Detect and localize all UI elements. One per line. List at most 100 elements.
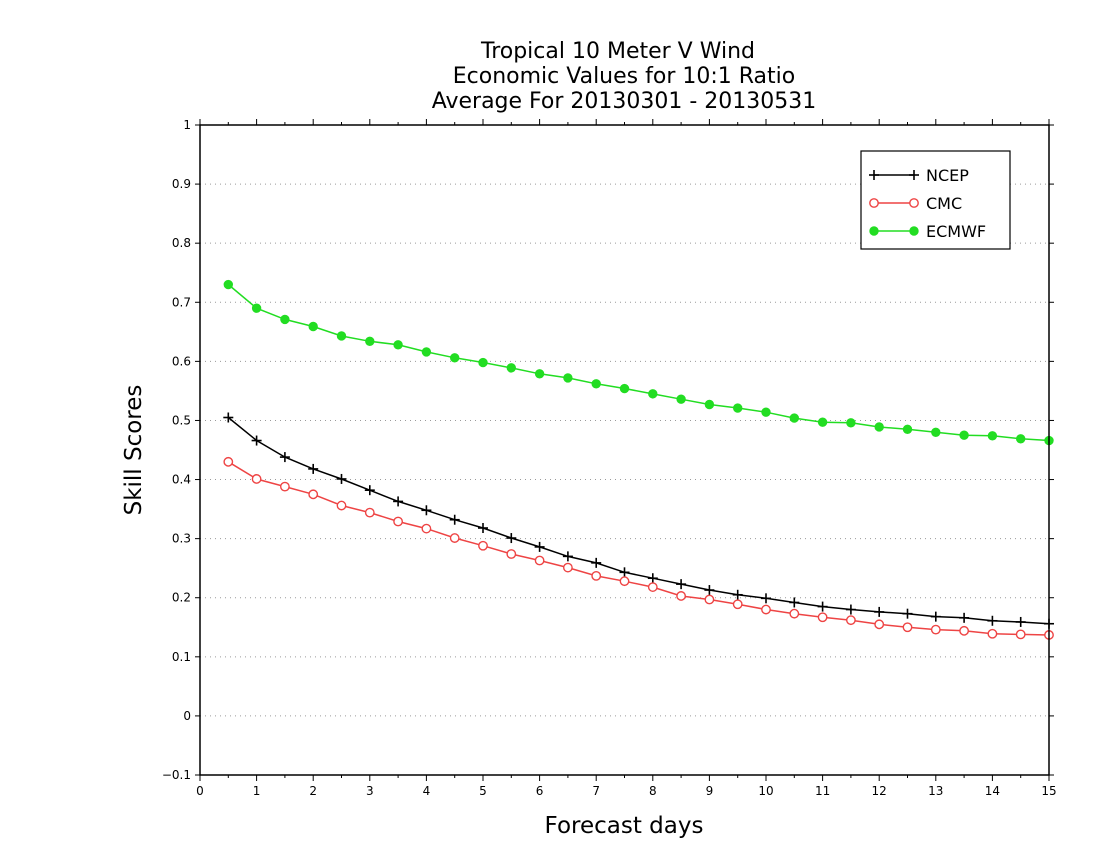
data-point	[450, 353, 460, 363]
data-point	[704, 594, 715, 605]
data-point	[308, 463, 319, 474]
data-point	[279, 452, 290, 463]
data-point	[223, 279, 234, 290]
x-tick-label: 0	[196, 784, 204, 798]
data-point	[280, 314, 290, 325]
x-tick-label: 3	[366, 784, 374, 798]
data-point	[845, 604, 856, 615]
legend-label: ECMWF	[926, 222, 986, 241]
x-tick-label: 1	[253, 784, 261, 798]
y-tick-label: 0	[183, 709, 191, 723]
x-tick-label: 2	[309, 784, 317, 798]
data-point	[449, 514, 460, 525]
legend-box	[860, 150, 1011, 250]
x-tick-label: 10	[758, 784, 773, 798]
data-point	[930, 611, 941, 622]
y-tick-label: −0.1	[162, 768, 191, 782]
y-tick-label: 0.6	[172, 354, 191, 368]
data-point	[987, 431, 998, 441]
title-line-1: Tropical 10 Meter V Wind	[480, 39, 755, 64]
data-point	[732, 599, 743, 610]
data-point	[1015, 616, 1026, 627]
data-point	[817, 601, 828, 612]
series-cmc	[223, 456, 1054, 640]
series-line	[227, 461, 1050, 636]
data-point	[619, 576, 630, 587]
data-point	[874, 606, 885, 617]
title-line-2: Economic Values for 10:1 Ratio	[453, 64, 795, 89]
data-point	[336, 331, 347, 341]
data-point	[478, 523, 488, 533]
data-point	[959, 625, 969, 636]
data-point	[591, 379, 601, 389]
legend: NCEP CMC ECMWF	[860, 150, 1011, 250]
x-axis-ticks: 0 1 2 3 4 5 6 7 8 9 10 11 12 13 14 15	[196, 119, 1057, 798]
data-series	[223, 279, 1054, 640]
data-point	[789, 413, 799, 423]
data-point	[478, 357, 488, 368]
data-point	[704, 585, 715, 596]
data-point	[676, 394, 686, 404]
legend-item-ncep: NCEP	[869, 166, 969, 185]
x-tick-label: 12	[872, 784, 887, 798]
data-point	[1015, 629, 1026, 640]
data-point	[1016, 434, 1026, 444]
x-axis-title: Forecast days	[545, 813, 704, 839]
data-point	[930, 624, 941, 635]
data-point	[421, 347, 432, 357]
data-point	[223, 456, 234, 467]
series-line	[227, 283, 1050, 442]
legend-item-ecmwf: ECMWF	[869, 222, 986, 241]
data-point	[591, 570, 602, 581]
x-tick-label: 11	[815, 784, 830, 798]
y-tick-label: 0.3	[172, 532, 191, 546]
data-point	[562, 551, 573, 562]
y-tick-label: 1	[183, 118, 191, 132]
data-point	[591, 557, 602, 568]
data-point	[761, 593, 771, 604]
data-point	[308, 321, 318, 332]
data-point	[647, 573, 658, 584]
data-point	[534, 555, 545, 566]
legend-marker	[909, 226, 919, 236]
y-tick-label: 0.9	[172, 177, 191, 191]
series-ecmwf	[223, 279, 1054, 446]
y-tick-label: 0.1	[172, 650, 191, 664]
y-tick-label: 0.2	[172, 591, 191, 605]
data-point	[619, 383, 630, 394]
data-point	[676, 591, 686, 601]
y-axis-ticks: −0.1 0 0.1 0.2 0.3 0.4 0.5 0.6 0.7 0.8 0.9 1	[162, 118, 1054, 782]
legend-label: NCEP	[926, 166, 969, 185]
y-tick-label: 0.8	[172, 236, 191, 250]
x-tick-label: 4	[423, 784, 431, 798]
series-line	[227, 416, 1050, 625]
y-tick-label: 0.7	[172, 295, 191, 309]
data-point	[563, 373, 573, 383]
data-point	[959, 430, 969, 440]
data-point	[506, 363, 516, 373]
data-point	[987, 628, 998, 639]
x-tick-label: 14	[985, 784, 1000, 798]
data-point	[874, 619, 885, 630]
data-point	[393, 340, 403, 350]
data-point	[365, 336, 375, 346]
x-tick-label: 7	[592, 784, 600, 798]
series-ncep	[223, 412, 1054, 629]
data-point	[279, 481, 290, 492]
data-point	[421, 523, 432, 534]
data-point	[336, 500, 347, 511]
data-point	[733, 403, 743, 413]
data-point	[902, 622, 913, 633]
data-point	[251, 303, 262, 313]
data-point	[364, 485, 375, 496]
y-tick-label: 0.5	[172, 413, 191, 427]
x-tick-label: 13	[928, 784, 943, 798]
data-point	[506, 549, 517, 559]
data-point	[648, 389, 658, 399]
x-tick-label: 15	[1041, 784, 1056, 798]
data-point	[393, 516, 403, 527]
data-point	[704, 399, 715, 410]
data-point	[676, 579, 687, 590]
y-axis-title: Skill Scores	[121, 385, 147, 516]
legend-marker	[869, 226, 879, 236]
